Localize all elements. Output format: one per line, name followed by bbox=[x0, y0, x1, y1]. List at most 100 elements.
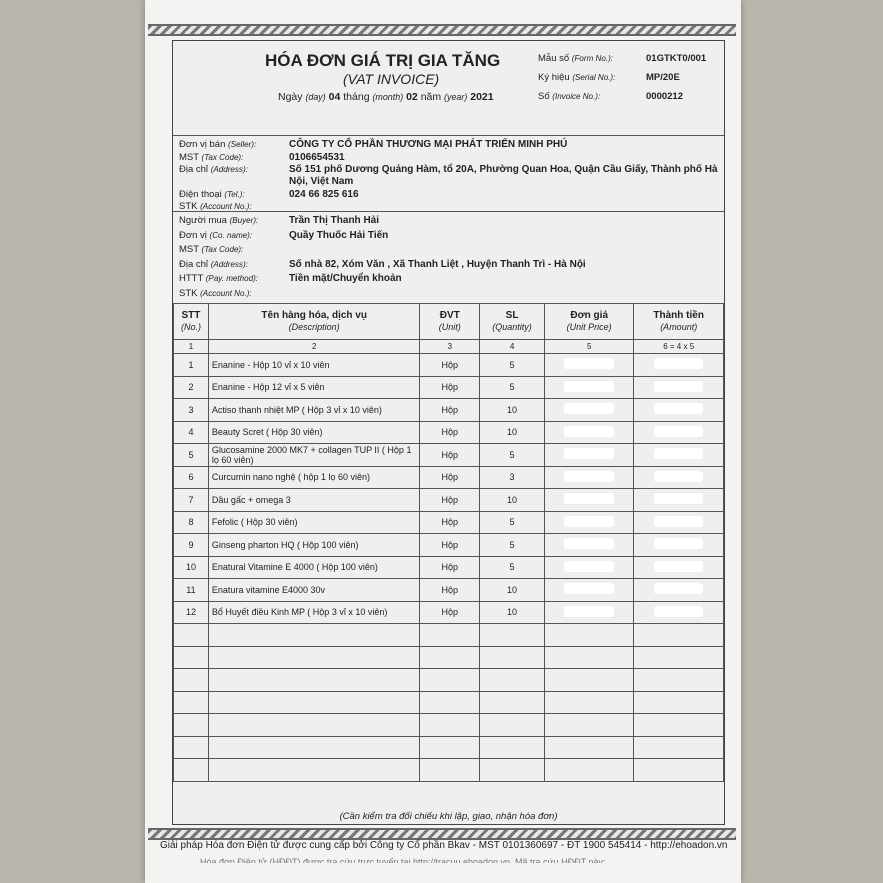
column-number: 2 bbox=[207, 339, 421, 354]
row-no: 8 bbox=[173, 510, 209, 534]
row-unit-price-redacted bbox=[543, 510, 635, 534]
row-amount-redacted bbox=[633, 533, 724, 557]
row-unit: Hộp bbox=[419, 465, 481, 489]
seller-section: Đơn vị bán (Seller): CÔNG TY CỔ PHẦN THƯƠ… bbox=[173, 136, 724, 212]
row-amount-redacted bbox=[633, 353, 724, 377]
column-header: Thành tiền (Amount) bbox=[633, 303, 724, 340]
row-amount-redacted bbox=[633, 398, 724, 422]
column-number: 6 = 4 x 5 bbox=[633, 339, 724, 354]
row-description: Dầu gấc + omega 3 bbox=[207, 488, 421, 512]
row-quantity: 10 bbox=[479, 398, 545, 422]
row-no: 6 bbox=[173, 465, 209, 489]
table-row: 8 Fefolic ( Hộp 30 viên) Hộp 5 bbox=[173, 510, 724, 534]
table-row: 4 Beauty Scret ( Hộp 30 viên) Hộp 10 bbox=[173, 420, 724, 444]
row-amount-redacted bbox=[633, 510, 724, 534]
row-unit-price-redacted bbox=[543, 488, 635, 512]
row-unit-price-redacted bbox=[543, 578, 635, 602]
column-header: SL (Quantity) bbox=[479, 303, 545, 340]
row-quantity: 5 bbox=[479, 443, 545, 467]
row-quantity: 5 bbox=[479, 533, 545, 557]
check-note: (Cần kiểm tra đối chiếu khi lập, giao, n… bbox=[339, 811, 558, 822]
row-amount-redacted bbox=[633, 600, 724, 624]
row-unit-price-redacted bbox=[543, 443, 635, 467]
column-header: Tên hàng hóa, dịch vụ (Description) bbox=[207, 303, 421, 340]
row-description: Curcumin nano nghệ ( hộp 1 lọ 60 viên) bbox=[207, 465, 421, 489]
footer-provider: Giải pháp Hóa đơn Điện tử được cung cấp … bbox=[160, 840, 728, 851]
seller-field: MST (Tax Code): 0106654531 bbox=[179, 151, 345, 163]
row-description: Actiso thanh nhiệt MP ( Hộp 3 vỉ x 10 vi… bbox=[207, 398, 421, 422]
table-row: 9 Ginseng pharton HQ ( Hộp 100 viên) Hộp 5 bbox=[173, 533, 724, 557]
empty-row bbox=[173, 645, 724, 669]
invoice-title: HÓA ĐƠN GIÁ TRỊ GIA TĂNG bbox=[265, 51, 501, 70]
buyer-section: Người mua (Buyer): Trần Thị Thanh Hải Đơn … bbox=[173, 212, 724, 303]
row-no: 7 bbox=[173, 488, 209, 512]
row-description: Enatural Vitamine E 4000 ( Hộp 100 viên) bbox=[207, 555, 421, 579]
table-row: 12 Bổ Huyết điều Kinh MP ( Hộp 3 vỉ x 10 … bbox=[173, 600, 724, 624]
column-number: 5 bbox=[543, 339, 635, 354]
row-no: 5 bbox=[173, 443, 209, 467]
row-quantity: 10 bbox=[479, 578, 545, 602]
invoice-header: HÓA ĐƠN GIÁ TRỊ GIA TĂNG (VAT INVOICE) N… bbox=[173, 41, 724, 136]
empty-row bbox=[173, 668, 724, 692]
row-no: 4 bbox=[173, 420, 209, 444]
meta-field: Số (Invoice No.): 0000212 bbox=[538, 91, 683, 102]
column-header: STT (No.) bbox=[173, 303, 209, 340]
table-row: 11 Enatura vitamine E4000 30v Hộp 10 bbox=[173, 578, 724, 602]
empty-row bbox=[173, 758, 724, 782]
table-row: 3 Actiso thanh nhiệt MP ( Hộp 3 vỉ x 10 v… bbox=[173, 398, 724, 422]
seller-field: Địa chỉ (Address): Số 151 phố Dương Quảng… bbox=[179, 164, 718, 187]
row-unit-price-redacted bbox=[543, 420, 635, 444]
row-unit: Hộp bbox=[419, 488, 481, 512]
table-row: 5 Glucosamine 2000 MK7 + collagen TUP II … bbox=[173, 443, 724, 467]
row-unit: Hộp bbox=[419, 398, 481, 422]
column-number: 3 bbox=[419, 339, 481, 354]
row-no: 10 bbox=[173, 555, 209, 579]
row-quantity: 10 bbox=[479, 488, 545, 512]
invoice-frame: HÓA ĐƠN GIÁ TRỊ GIA TĂNG (VAT INVOICE) N… bbox=[172, 40, 725, 825]
row-quantity: 5 bbox=[479, 353, 545, 377]
row-unit: Hộp bbox=[419, 443, 481, 467]
row-quantity: 3 bbox=[479, 465, 545, 489]
row-quantity: 10 bbox=[479, 600, 545, 624]
row-unit: Hộp bbox=[419, 510, 481, 534]
row-no: 3 bbox=[173, 398, 209, 422]
row-unit: Hộp bbox=[419, 555, 481, 579]
row-amount-redacted bbox=[633, 420, 724, 444]
row-description: Glucosamine 2000 MK7 + collagen TUP II (… bbox=[207, 443, 421, 467]
buyer-field: STK (Account No.): bbox=[179, 287, 252, 299]
footer-lookup: Hóa đơn Điện tử (HĐĐT) được tra cứu trực… bbox=[200, 857, 606, 863]
row-unit-price-redacted bbox=[543, 398, 635, 422]
meta-field: Ký hiệu (Serial No.): MP/20E bbox=[538, 72, 680, 83]
column-number: 1 bbox=[173, 339, 209, 354]
row-description: Enatura vitamine E4000 30v bbox=[207, 578, 421, 602]
row-unit-price-redacted bbox=[543, 533, 635, 557]
column-header: Đơn giá (Unit Price) bbox=[543, 303, 635, 340]
row-quantity: 10 bbox=[479, 420, 545, 444]
column-header: ĐVT (Unit) bbox=[419, 303, 481, 340]
row-unit: Hộp bbox=[419, 420, 481, 444]
row-no: 2 bbox=[173, 375, 209, 399]
row-description: Fefolic ( Hộp 30 viên) bbox=[207, 510, 421, 534]
column-number: 4 bbox=[479, 339, 545, 354]
row-unit: Hộp bbox=[419, 375, 481, 399]
row-unit: Hộp bbox=[419, 600, 481, 624]
row-description: Ginseng pharton HQ ( Hộp 100 viên) bbox=[207, 533, 421, 557]
empty-row bbox=[173, 623, 724, 647]
row-no: 1 bbox=[173, 353, 209, 377]
row-unit: Hộp bbox=[419, 533, 481, 557]
row-amount-redacted bbox=[633, 488, 724, 512]
seller-field: Điện thoại (Tel.): 024 66 825 616 bbox=[179, 188, 359, 200]
seller-field: Đơn vị bán (Seller): CÔNG TY CỔ PHẦN THƯƠ… bbox=[179, 139, 568, 150]
row-unit-price-redacted bbox=[543, 353, 635, 377]
buyer-field: Đơn vị (Co. name): Quầy Thuốc Hải Tiến bbox=[179, 229, 389, 241]
empty-row bbox=[173, 690, 724, 714]
decorative-border-bottom bbox=[148, 828, 736, 840]
row-no: 12 bbox=[173, 600, 209, 624]
seller-field: STK (Account No.): bbox=[179, 201, 252, 212]
row-unit: Hộp bbox=[419, 353, 481, 377]
row-amount-redacted bbox=[633, 443, 724, 467]
row-description: Enanine - Hộp 10 vỉ x 10 viên bbox=[207, 353, 421, 377]
items-table: STT (No.) Tên hàng hóa, dịch vụ (Descriptio… bbox=[173, 303, 724, 782]
row-no: 11 bbox=[173, 578, 209, 602]
row-quantity: 5 bbox=[479, 375, 545, 399]
